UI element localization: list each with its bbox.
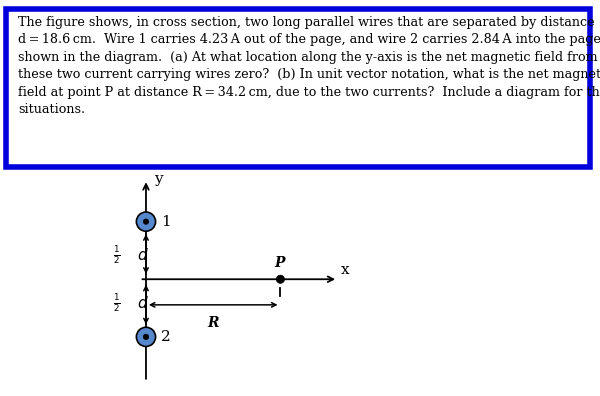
Text: $\frac{1}{2}$: $\frac{1}{2}$	[113, 292, 121, 314]
Text: R: R	[208, 316, 219, 330]
Circle shape	[143, 219, 149, 224]
Text: $\frac{1}{2}$: $\frac{1}{2}$	[113, 244, 121, 266]
Text: P: P	[274, 256, 284, 270]
Text: y: y	[154, 172, 162, 187]
Text: 1: 1	[161, 215, 170, 228]
Text: x: x	[341, 263, 349, 277]
Circle shape	[136, 327, 155, 346]
Circle shape	[277, 275, 284, 283]
Text: The figure shows, in cross section, two long parallel wires that are separated b: The figure shows, in cross section, two …	[18, 16, 600, 116]
Text: $d$: $d$	[137, 295, 149, 311]
Circle shape	[143, 334, 149, 339]
Text: 2: 2	[161, 330, 170, 344]
Circle shape	[136, 212, 155, 231]
FancyBboxPatch shape	[6, 9, 590, 167]
Text: $d$: $d$	[137, 247, 149, 263]
